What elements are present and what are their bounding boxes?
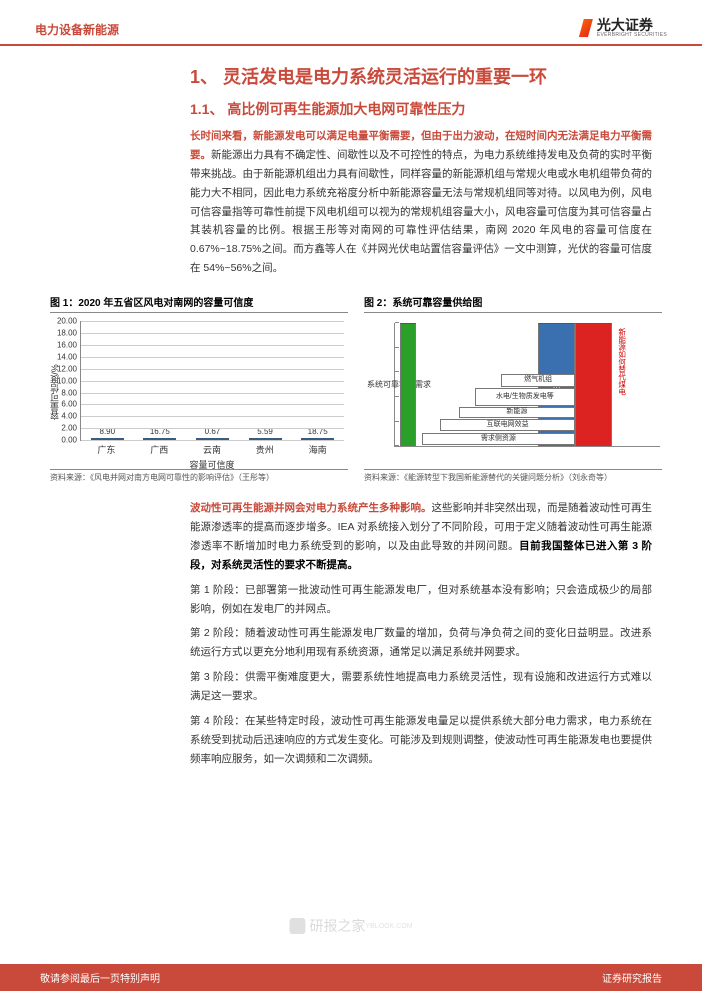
page-header: 电力设备新能源 光大证券 EVERBRIGHT SECURITIES: [0, 0, 702, 46]
fig2-green_bar: [400, 323, 416, 446]
watermark: 研报之家 YBLOOK.COM: [289, 916, 412, 936]
page-footer: 敬请参阅最后一页特别声明 证券研究报告: [0, 964, 702, 991]
stage-2: 第 2 阶段：随着波动性可再生能源发电厂数量的增加，负荷与净负荷之间的变化日益明…: [190, 624, 652, 662]
fig1-title: 图 1：2020 年五省区风电对南网的容量可信度: [50, 294, 348, 313]
heading-2: 1.1、 高比例可再生能源加大电网可靠性压力: [190, 99, 652, 119]
paragraph-2: 波动性可再生能源并网会对电力系统产生多种影响。这些影响并非突然出现，而是随着波动…: [190, 499, 652, 575]
fig2-source: 资料来源：《能源转型下我国新能源替代的关键问题分析》（刘永奇等）: [364, 469, 662, 483]
stage-3: 第 3 阶段：供需平衡难度更大，需要系统性地提高电力系统灵活性，现有设施和改进运…: [190, 668, 652, 706]
figure-2: 图 2：系统可靠容量供给图 系统可靠容量需求 煤电新能源如何替代煤电燃气机组水电…: [364, 294, 662, 483]
fig1-ytick: 10.00: [55, 376, 77, 385]
fig1-ytick: 0.00: [55, 436, 77, 445]
fig2-right-note: 新能源如何替代煤电: [618, 328, 627, 396]
fig1-xlabel: 容量可信度: [80, 458, 344, 471]
doc-category: 电力设备新能源: [35, 21, 119, 38]
fig2-chart: 系统可靠容量需求 煤电新能源如何替代煤电燃气机组水电/生物质发电等新能源互联电网…: [364, 317, 662, 467]
fig1-chart: 容量可信度/% 8.9016.750.675.5918.75 0.002.004…: [50, 317, 348, 467]
fig2-title: 图 2：系统可靠容量供给图: [364, 294, 662, 313]
fig1-xtick: 广东: [83, 443, 131, 456]
fig1-ytick: 12.00: [55, 364, 77, 373]
stage-1: 第 1 阶段：已部署第一批波动性可再生能源发电厂，但对系统基本没有影响；只会造成…: [190, 581, 652, 619]
fig1-source: 资料来源：《风电并网对南方电网可靠性的影响评估》（王彤等）: [50, 469, 348, 483]
stage-4: 第 4 阶段：在某些特定时段，波动性可再生能源发电量足以提供系统大部分电力需求，…: [190, 712, 652, 769]
fig2-step: 互联电网效益: [440, 419, 575, 431]
fig2-left-label: 系统可靠容量需求: [367, 380, 431, 390]
logo-icon: [579, 19, 593, 37]
figures-row: 图 1：2020 年五省区风电对南网的容量可信度 容量可信度/% 8.9016.…: [0, 284, 702, 487]
fig2-step: 水电/生物质发电等: [475, 388, 576, 405]
fig1-ytick: 2.00: [55, 424, 77, 433]
paragraph-1: 长时间来看，新能源发电可以满足电量平衡需要，但由于出力波动，在短时间内无法满足电…: [190, 127, 652, 278]
fig1-ytick: 18.00: [55, 329, 77, 338]
watermark-main: 研报之家: [309, 916, 365, 936]
footer-left: 敬请参阅最后一页特别声明: [40, 970, 160, 985]
fig2-red_bar: [575, 323, 612, 446]
fig1-ytick: 16.00: [55, 340, 77, 349]
fig2-step: 新能源: [459, 407, 576, 418]
fig1-plot-area: 8.9016.750.675.5918.75 0.002.004.006.008…: [80, 321, 344, 441]
brand-name-en: EVERBRIGHT SECURITIES: [597, 32, 667, 38]
fig1-ytick: 4.00: [55, 412, 77, 421]
fig1-xtick: 云南: [188, 443, 236, 456]
lower-content: 波动性可再生能源并网会对电力系统产生多种影响。这些影响并非突然出现，而是随着波动…: [0, 487, 702, 769]
fig2-step: 需求侧资源: [422, 433, 576, 445]
fig1-ytick: 20.00: [55, 317, 77, 326]
fig2-plot-area: 系统可靠容量需求 煤电新能源如何替代煤电燃气机组水电/生物质发电等新能源互联电网…: [394, 323, 660, 447]
figure-1: 图 1：2020 年五省区风电对南网的容量可信度 容量可信度/% 8.9016.…: [50, 294, 348, 483]
fig1-xtick: 广西: [135, 443, 183, 456]
watermark-icon: [289, 918, 305, 934]
footer-right: 证券研究报告: [602, 970, 662, 985]
fig2-step: 燃气机组: [501, 374, 575, 388]
fig1-ytick: 6.00: [55, 400, 77, 409]
p2-lead: 波动性可再生能源并网会对电力系统产生多种影响。: [190, 502, 432, 514]
brand-logo: 光大证券 EVERBRIGHT SECURITIES: [579, 18, 667, 38]
fig1-xticks: 广东广西云南贵州海南: [80, 443, 344, 456]
fig1-ytick: 14.00: [55, 352, 77, 361]
fig1-xtick: 贵州: [241, 443, 289, 456]
fig1-xtick: 海南: [294, 443, 342, 456]
heading-1: 1、 灵活发电是电力系统灵活运行的重要一环: [190, 64, 652, 91]
main-content: 1、 灵活发电是电力系统灵活运行的重要一环 1.1、 高比例可再生能源加大电网可…: [0, 46, 702, 278]
p1-rest: 新能源出力具有不确定性、间歇性以及不可控性的特点，为电力系统维持发电及负荷的实时…: [190, 149, 652, 274]
watermark-sub: YBLOOK.COM: [365, 923, 412, 930]
brand-name: 光大证券: [597, 18, 667, 32]
fig1-ytick: 8.00: [55, 388, 77, 397]
